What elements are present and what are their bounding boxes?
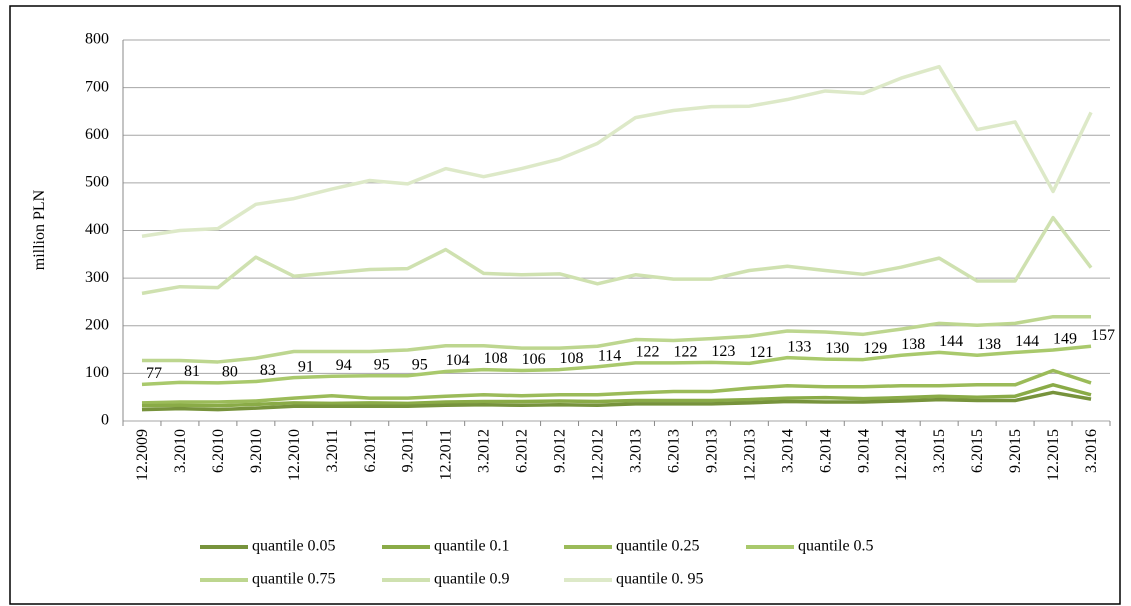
legend-label: quantile 0.9 <box>434 571 510 588</box>
data-label: 129 <box>863 340 887 357</box>
y-tick-label: 400 <box>85 221 109 238</box>
data-label: 138 <box>977 336 1001 353</box>
data-label: 108 <box>560 350 584 367</box>
legend-label: quantile 0.25 <box>616 538 700 555</box>
y-tick-label: 300 <box>85 269 109 286</box>
data-label: 95 <box>412 356 428 373</box>
x-tick-label: 6.2015 <box>969 429 986 473</box>
data-label: 144 <box>1015 333 1039 350</box>
legend-label: quantile 0.75 <box>252 571 336 588</box>
y-tick-label: 0 <box>101 412 109 429</box>
x-tick-label: 3.2013 <box>627 429 644 473</box>
y-tick-label: 600 <box>85 126 109 143</box>
x-tick-label: 6.2011 <box>362 429 379 472</box>
x-tick-label: 12.2010 <box>286 429 303 481</box>
x-tick-label: 3.2016 <box>1083 429 1100 473</box>
x-tick-label: 9.2012 <box>552 429 569 473</box>
data-label: 77 <box>146 365 162 382</box>
series-line <box>141 344 1092 387</box>
x-tick-label: 12.2013 <box>741 429 758 481</box>
data-label: 81 <box>184 363 200 380</box>
x-tick-label: 9.2013 <box>703 429 720 473</box>
y-tick-label: 500 <box>85 174 109 191</box>
series-line <box>141 64 1093 238</box>
data-label: 106 <box>522 351 546 368</box>
series-line <box>141 368 1092 405</box>
y-tick-label: 800 <box>85 31 109 48</box>
data-label: 157 <box>1091 327 1115 344</box>
data-label: 133 <box>787 338 811 355</box>
legend-label: quantile 0.05 <box>252 538 336 555</box>
x-tick-label: 12.2009 <box>134 429 151 481</box>
data-label: 122 <box>635 344 659 361</box>
x-tick-label: 3.2010 <box>172 429 189 473</box>
x-tick-label: 9.2014 <box>855 429 872 473</box>
y-axis-label: million PLN <box>31 189 48 270</box>
chart-frame <box>9 5 1121 605</box>
data-label: 123 <box>711 343 735 360</box>
y-tick-label: 700 <box>85 78 109 95</box>
data-label: 144 <box>939 333 963 350</box>
data-label: 149 <box>1053 331 1077 348</box>
x-tick-label: 3.2014 <box>779 429 796 473</box>
data-label: 108 <box>484 350 508 367</box>
x-tick-label: 9.2015 <box>1007 429 1024 473</box>
data-label: 83 <box>260 362 276 379</box>
data-label: 138 <box>901 336 925 353</box>
legend-label: quantile 0.5 <box>798 538 874 555</box>
series-line <box>141 383 1092 408</box>
x-tick-label: 6.2014 <box>817 429 834 473</box>
x-tick-label: 3.2012 <box>476 429 493 473</box>
legend-label: quantile 0. 95 <box>616 571 704 588</box>
legend-label: quantile 0.1 <box>434 538 510 555</box>
x-tick-label: 6.2013 <box>665 429 682 473</box>
data-label: 80 <box>222 364 238 381</box>
series-line <box>141 390 1092 412</box>
data-label: 104 <box>446 352 470 369</box>
x-tick-label: 3.2015 <box>931 429 948 473</box>
x-tick-label: 6.2012 <box>514 429 531 473</box>
data-label: 95 <box>374 356 390 373</box>
x-tick-label: 12.2015 <box>1045 429 1062 481</box>
data-label: 94 <box>336 357 352 374</box>
data-label: 122 <box>673 344 697 361</box>
x-tick-label: 12.2012 <box>590 429 607 481</box>
x-tick-label: 3.2011 <box>324 429 341 472</box>
x-tick-label: 12.2014 <box>893 429 910 481</box>
x-tick-label: 6.2010 <box>210 429 227 473</box>
data-label: 91 <box>298 358 314 375</box>
series-line <box>141 314 1092 364</box>
x-tick-label: 12.2011 <box>438 429 455 480</box>
series-line <box>141 215 1093 296</box>
x-tick-label: 9.2010 <box>248 429 265 473</box>
y-tick-label: 200 <box>85 316 109 333</box>
data-label: 121 <box>749 344 773 361</box>
data-label: 130 <box>825 340 849 357</box>
x-tick-label: 9.2011 <box>400 429 417 472</box>
y-tick-label: 100 <box>85 364 109 381</box>
data-label: 114 <box>598 347 621 364</box>
